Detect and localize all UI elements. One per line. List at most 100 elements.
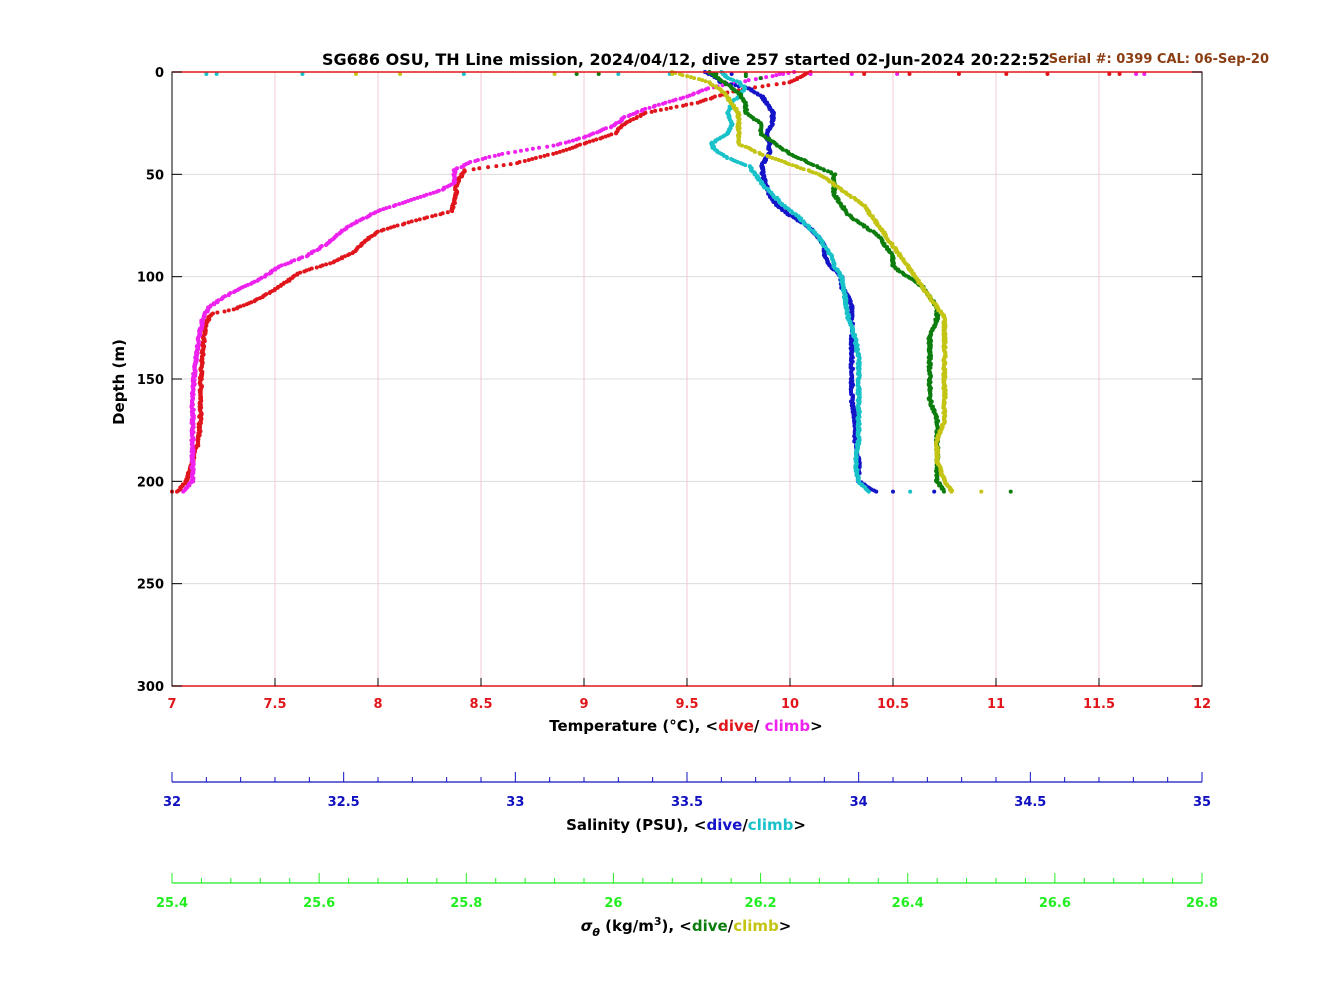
density-tick-label: 26.4: [892, 896, 924, 911]
density-climb-point: [692, 76, 697, 81]
salinity-title-climb: climb: [748, 816, 794, 834]
salinity-dive-point: [733, 83, 738, 88]
temperature-climb-point: [296, 257, 301, 262]
density-tick-label: 26.8: [1186, 896, 1218, 911]
density-dive-point: [780, 147, 785, 152]
density-climb-outlier-point: [670, 72, 675, 77]
temperature-climb-point: [678, 96, 683, 101]
temperature-climb-point: [770, 74, 775, 79]
density-dive-point: [723, 82, 728, 87]
density-title-mid: ), <: [662, 917, 692, 935]
temperature-climb-point: [626, 114, 631, 119]
temperature-climb-point: [506, 150, 511, 155]
temperature-dive-outlier-point: [1004, 72, 1009, 77]
temperature-climb-point: [315, 248, 320, 253]
serial-calibration: Serial #: 0399 CAL: 06-Sep-20: [1049, 52, 1269, 67]
temperature-climb-point: [412, 196, 417, 201]
temperature-climb-point: [283, 262, 288, 267]
salinity-dive-outlier-point: [891, 489, 895, 494]
temperature-climb-point: [551, 143, 556, 148]
salinity-climb-outlier-point: [204, 72, 209, 77]
temperature-dive-point: [328, 261, 333, 266]
temperature-dive-point: [664, 106, 669, 111]
temperature-climb-point: [570, 138, 575, 143]
density-dive-point: [861, 224, 866, 229]
temperature-climb-outlier-point: [1142, 72, 1147, 77]
temperature-dive-point: [430, 214, 435, 219]
temperature-dive-point: [708, 96, 713, 101]
temperature-dive-point: [603, 134, 608, 139]
temperature-climb-point: [639, 108, 644, 113]
temperature-climb-point: [212, 302, 217, 307]
salinity-climb-point: [866, 489, 871, 494]
temperature-climb-point: [563, 140, 568, 145]
salinity-dive-point: [746, 86, 751, 91]
temperature-climb-point: [746, 78, 751, 83]
density-climb-point: [790, 163, 795, 168]
temperature-dive-point: [175, 489, 180, 494]
temperature-title-climb: climb: [765, 717, 811, 735]
temperature-dive-point: [414, 218, 419, 223]
temperature-climb-outlier-point: [1134, 72, 1139, 77]
temperature-climb-point: [545, 144, 550, 149]
temperature-dive-point: [753, 85, 758, 90]
salinity-climb-outlier-point: [461, 72, 466, 77]
temperature-climb-point: [304, 254, 309, 259]
salinity-tick-label: 33: [506, 795, 524, 810]
temperature-climb-point: [587, 133, 592, 138]
density-axis-title: σθ (kg/m3), <dive/climb>: [581, 915, 792, 939]
density-tick-label: 26: [604, 896, 622, 911]
temperature-dive-outlier-point: [956, 72, 961, 77]
temperature-dive-point: [379, 228, 384, 233]
density-climb-point: [752, 149, 757, 154]
temperature-climb-point: [381, 207, 386, 212]
density-climb-point: [760, 152, 765, 157]
temperature-dive-series: [170, 70, 1122, 494]
density-climb-point: [770, 155, 775, 160]
salinity-tick-label: 33.5: [671, 795, 703, 810]
temperature-climb-point: [781, 72, 786, 77]
temperature-tick-label: 7.5: [263, 697, 286, 712]
temperature-dive-point: [385, 226, 390, 231]
temperature-dive-point: [598, 136, 603, 141]
temperature-dive-point: [638, 114, 643, 119]
temperature-dive-point: [587, 139, 592, 144]
temperature-dive-point: [450, 209, 455, 214]
temperature-climb-point: [513, 149, 518, 154]
temperature-climb-point: [647, 105, 652, 110]
temperature-dive-point: [684, 102, 689, 107]
temperature-dive-point: [774, 82, 779, 87]
density-tick-label: 26.6: [1039, 896, 1071, 911]
density-tick-label: 25.4: [156, 896, 188, 911]
temperature-climb-point: [371, 211, 376, 216]
temperature-dive-point: [798, 75, 803, 80]
temperature-dive-point: [554, 150, 559, 155]
temperature-dive-point: [567, 146, 572, 151]
density-dive-outlier-point: [714, 72, 719, 77]
temperature-climb-point: [496, 152, 501, 157]
salinity-climb-point: [735, 160, 740, 165]
temperature-dive-point: [695, 100, 700, 105]
density-dive-outlier-point: [574, 72, 579, 77]
salinity-title-prefix: Salinity (PSU), <: [566, 816, 706, 834]
salinity-title-dive: dive: [706, 816, 742, 834]
temperature-dive-point: [508, 162, 513, 167]
temperature-climb-point: [262, 274, 267, 279]
temperature-climb-point: [595, 130, 600, 135]
temperature-tick-label: 11: [987, 697, 1005, 712]
temperature-title-suffix: >: [810, 717, 823, 735]
salinity-climb-outlier-point: [214, 72, 219, 77]
temperature-dive-point: [634, 116, 639, 121]
temperature-dive-point: [545, 152, 550, 157]
density-climb-point: [739, 143, 744, 148]
temperature-dive-point: [318, 264, 323, 269]
temperature-dive-point: [486, 165, 491, 170]
temperature-dive-point: [689, 101, 694, 106]
density-climb-outlier-point: [979, 489, 984, 494]
temperature-dive-point: [388, 225, 393, 230]
density-dive-outlier-point: [596, 72, 601, 77]
salinity-climb-point: [743, 163, 748, 168]
temperature-title-dive: dive: [718, 717, 754, 735]
density-dive-outlier-point: [743, 74, 748, 79]
density-climb-point: [685, 74, 690, 79]
